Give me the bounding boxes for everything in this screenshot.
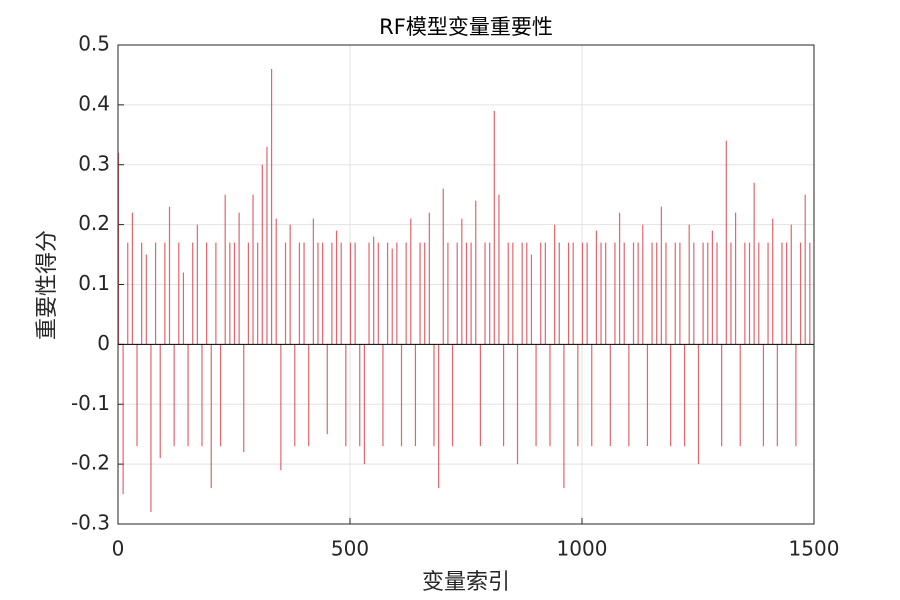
plot-frame (117, 44, 815, 525)
x-axis-label: 变量索引 (422, 570, 510, 595)
y-axis-label: 重要性得分 (35, 230, 60, 340)
chart-title: RF模型变量重要性 (379, 15, 553, 39)
y-tick-label: -0.3 (71, 511, 110, 535)
y-tick-label: 0.2 (78, 211, 110, 235)
y-tick-label: -0.2 (71, 451, 110, 475)
y-tick-label: 0.5 (78, 32, 110, 56)
y-tick-label: 0 (97, 331, 110, 355)
x-tick-label: 0 (112, 537, 125, 561)
x-tick-label: 1500 (789, 537, 840, 561)
x-tick-label: 1000 (557, 537, 608, 561)
y-tick-label: -0.1 (71, 391, 110, 415)
y-tick-label: 0.4 (78, 91, 110, 115)
y-tick-label: 0.1 (78, 271, 110, 295)
x-tick-label: 500 (331, 537, 369, 561)
y-tick-label: 0.3 (78, 151, 110, 175)
